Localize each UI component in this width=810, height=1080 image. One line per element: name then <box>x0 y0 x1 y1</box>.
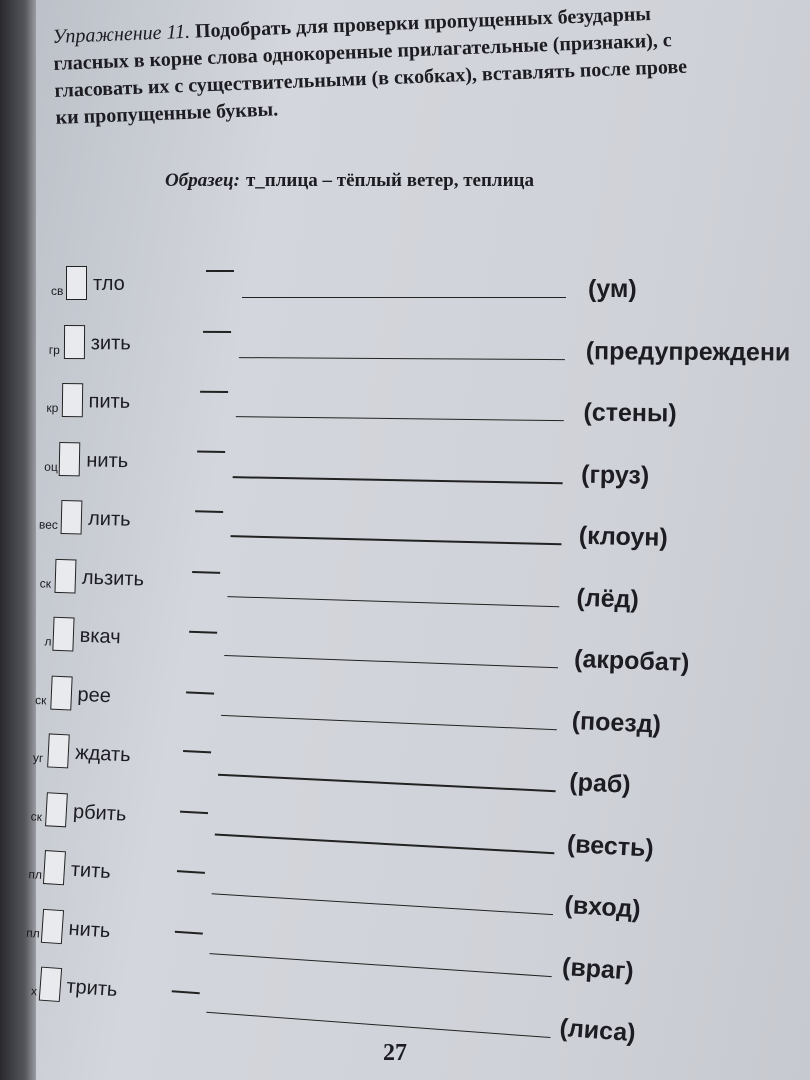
suffix: рбить <box>72 800 127 826</box>
hint: (враг) <box>561 952 635 986</box>
hint: (раб) <box>568 767 632 799</box>
exercise-row: гр зить (предупреждени <box>0 320 810 366</box>
exercise-row: л вкач (акробат) <box>0 611 810 681</box>
exercise-label: Упражнение 11. <box>52 20 191 48</box>
prefix: ск <box>34 692 47 707</box>
prefix: ск <box>39 575 52 591</box>
hint: (лёд) <box>576 583 640 614</box>
prefix: л <box>44 634 52 649</box>
letter-box <box>59 441 81 476</box>
prefix: кр <box>46 400 59 415</box>
letter-box <box>52 616 75 652</box>
suffix: пить <box>88 390 131 413</box>
sample-text: т_плица – тёплый ветер, теплица <box>245 170 534 191</box>
suffix: нить <box>86 448 129 472</box>
hint: (весть) <box>566 829 655 863</box>
answer-line <box>218 773 556 792</box>
answer-line <box>224 654 559 669</box>
suffix: трить <box>65 975 119 1002</box>
hint: (ум) <box>588 275 637 303</box>
prefix: вес <box>38 517 59 532</box>
prefix: гр <box>48 342 60 357</box>
exercise-row: кр пить (стены) <box>0 378 810 428</box>
answer-line <box>215 833 555 854</box>
answer-line <box>239 356 565 360</box>
dash <box>206 270 234 272</box>
hint: (предупреждени <box>585 336 791 366</box>
answer-line <box>221 714 558 731</box>
dash <box>200 390 229 393</box>
prefix: ск <box>30 808 43 824</box>
hint: (клоун) <box>578 521 669 552</box>
dash <box>171 989 200 994</box>
hint: (груз) <box>580 460 650 490</box>
answer-line <box>205 1011 551 1039</box>
dash <box>194 510 223 514</box>
suffix: рее <box>77 683 112 707</box>
letter-box <box>63 324 85 359</box>
exercise-row: оц нить (груз) <box>0 436 810 491</box>
exercise-row: ск льзить (лёд) <box>0 553 810 618</box>
dash <box>188 630 217 634</box>
prefix: пл <box>25 925 41 941</box>
suffix: льзить <box>81 566 145 591</box>
suffix: ждать <box>74 741 132 767</box>
exercise-row: св тло (ум) <box>0 262 810 303</box>
hint: (стены) <box>583 398 677 428</box>
dash <box>180 810 209 814</box>
exercise-row: вес лить (клоун) <box>0 495 810 555</box>
instructions: Упражнение 11. Подобрать для проверки пр… <box>52 0 810 132</box>
dash <box>177 870 206 874</box>
answer-line <box>242 296 566 298</box>
letter-box <box>66 266 87 300</box>
hint: (вход) <box>563 890 642 924</box>
binding-edge <box>0 0 36 1080</box>
dash <box>191 570 220 574</box>
answer-line <box>230 535 562 546</box>
suffix: нить <box>67 917 112 942</box>
prefix: оц <box>44 459 58 474</box>
answer-line <box>233 475 563 484</box>
letter-box <box>61 383 83 418</box>
dash <box>183 750 212 754</box>
answer-line <box>208 952 552 977</box>
suffix: вкач <box>79 624 122 649</box>
letter-box <box>45 791 69 827</box>
answer-line <box>227 595 560 607</box>
page-number: 27 <box>383 1040 407 1066</box>
answer-line <box>236 416 564 422</box>
sample: Образец: т_плица – тёплый ветер, теплица <box>165 170 534 192</box>
dash <box>197 450 226 453</box>
suffix: лить <box>87 507 131 531</box>
dash <box>203 330 232 333</box>
letter-box <box>54 558 77 593</box>
hint: (поезд) <box>571 706 662 739</box>
prefix: х <box>30 983 38 999</box>
suffix: тло <box>93 273 125 295</box>
suffix: зить <box>90 331 131 354</box>
letter-box <box>60 500 83 535</box>
dash <box>186 690 215 694</box>
prefix: уг <box>32 750 44 766</box>
hint: (акробат) <box>573 644 690 678</box>
instruction-line: ки пропущенные буквы. <box>55 98 279 129</box>
answer-line <box>212 892 554 916</box>
letter-box <box>49 675 73 710</box>
sample-label: Образец: <box>165 170 240 191</box>
letter-box <box>40 908 64 944</box>
prefix: пл <box>28 867 43 882</box>
letter-box <box>42 850 66 886</box>
prefix: св <box>51 284 64 298</box>
dash <box>174 929 203 934</box>
suffix: тить <box>70 858 112 884</box>
letter-box <box>47 733 71 769</box>
hint: (лиса) <box>558 1013 637 1048</box>
letter-box <box>38 966 62 1002</box>
